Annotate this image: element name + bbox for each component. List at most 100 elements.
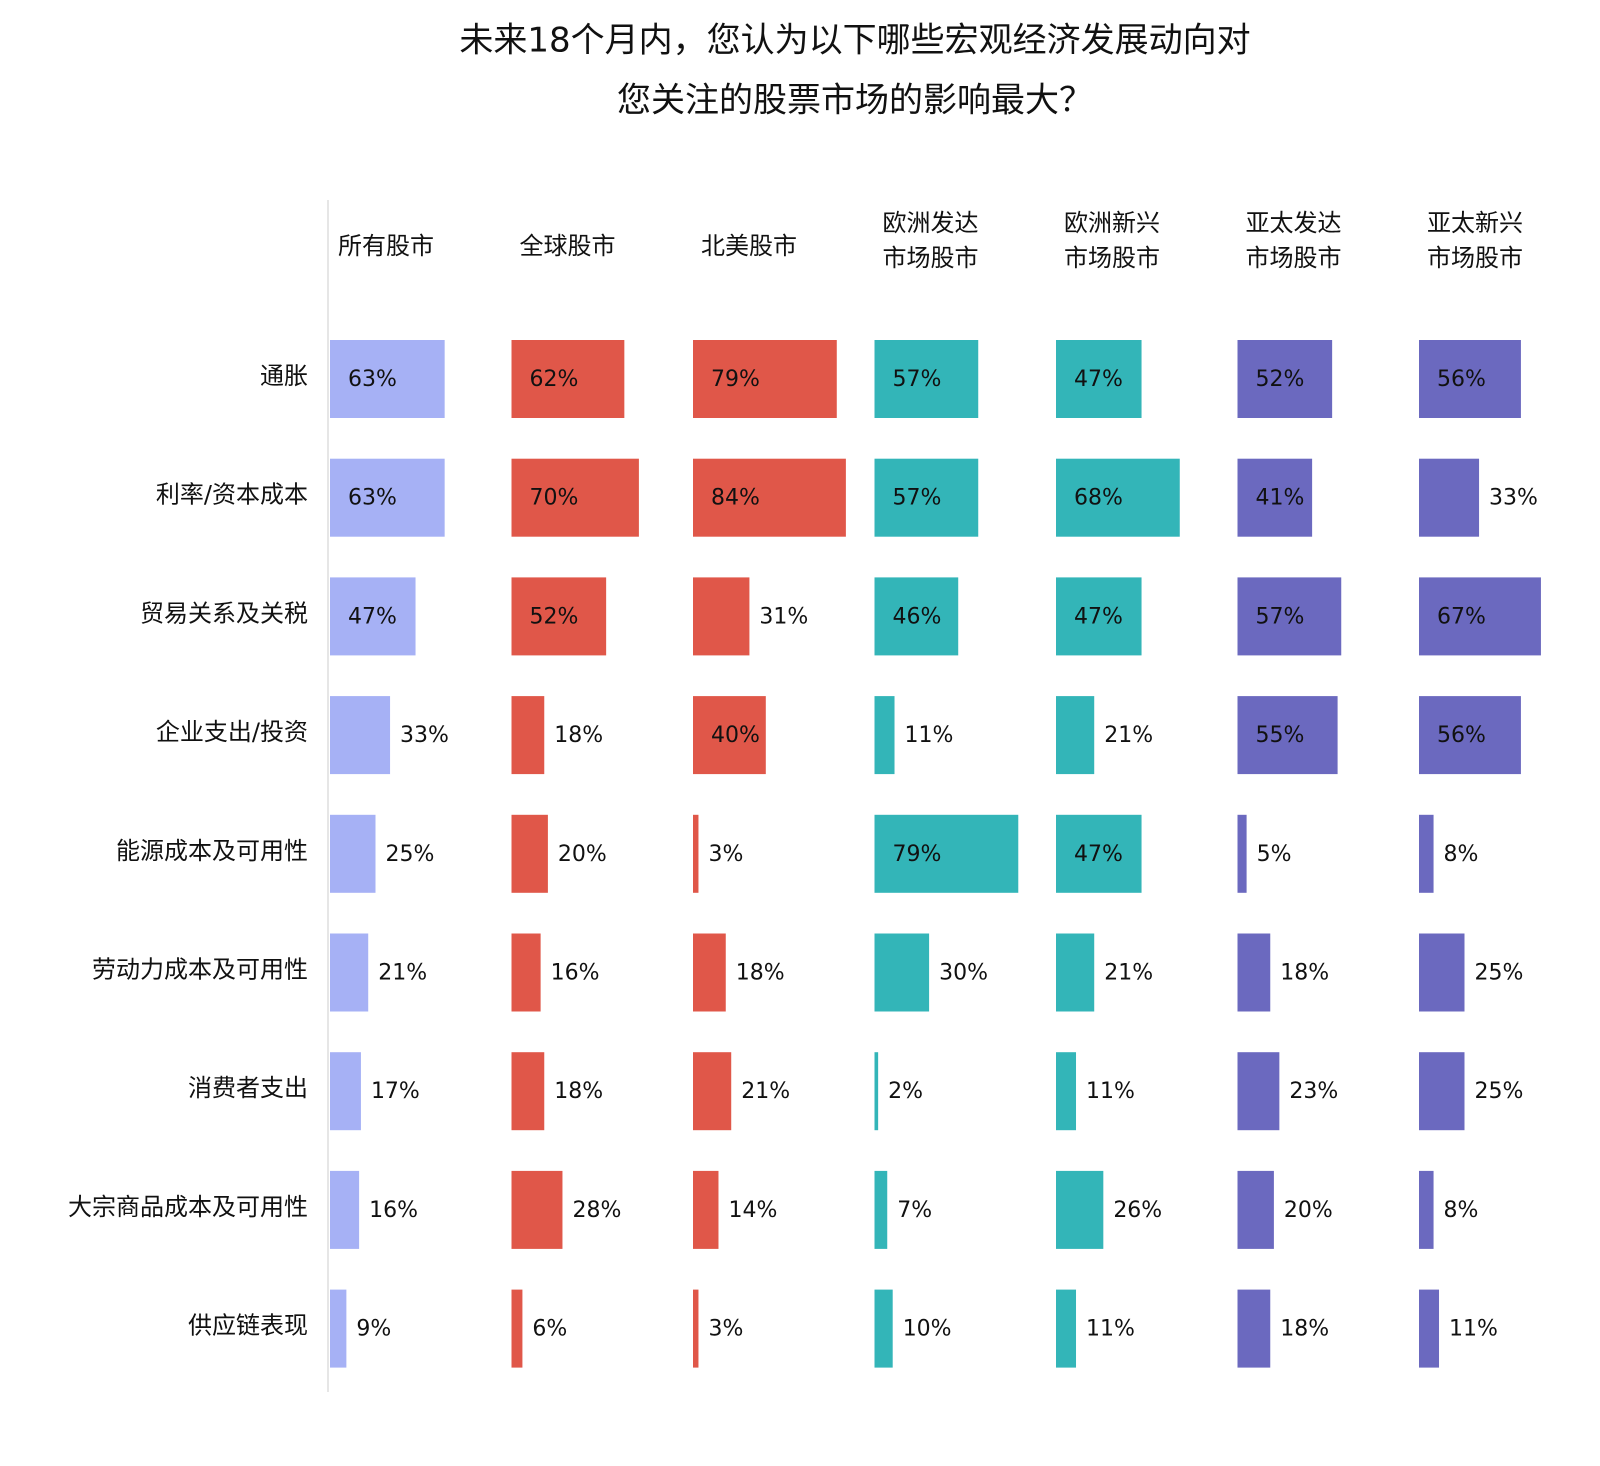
bar bbox=[693, 458, 846, 537]
bar bbox=[1056, 1170, 1104, 1249]
row-label: 企业支出/投资 bbox=[156, 718, 308, 746]
bar bbox=[1237, 814, 1247, 893]
bar bbox=[693, 696, 766, 775]
data-label: 10% bbox=[903, 1317, 952, 1342]
data-label: 28% bbox=[572, 1198, 621, 1223]
bar bbox=[330, 814, 376, 893]
data-label: 47% bbox=[348, 604, 397, 629]
data-label: 33% bbox=[1489, 486, 1538, 511]
data-label: 57% bbox=[893, 367, 942, 392]
data-label: 7% bbox=[897, 1198, 932, 1223]
data-label: 79% bbox=[711, 367, 760, 392]
bar bbox=[693, 1170, 719, 1249]
bar bbox=[1419, 458, 1480, 537]
data-label: 68% bbox=[1074, 486, 1123, 511]
bar bbox=[511, 1289, 523, 1368]
data-label: 21% bbox=[1104, 961, 1153, 986]
data-label: 63% bbox=[348, 367, 397, 392]
data-label: 30% bbox=[939, 961, 988, 986]
bar bbox=[511, 1052, 545, 1131]
bar bbox=[511, 1170, 563, 1249]
bar bbox=[693, 933, 726, 1012]
data-label: 9% bbox=[356, 1317, 391, 1342]
data-label: 46% bbox=[893, 604, 942, 629]
data-label: 17% bbox=[371, 1079, 420, 1104]
bar bbox=[874, 1052, 879, 1131]
bar bbox=[330, 933, 369, 1012]
bar bbox=[693, 340, 837, 418]
series-header: 亚太新兴 市场股市 bbox=[1427, 209, 1523, 272]
bar bbox=[1056, 577, 1142, 656]
bar bbox=[1237, 1052, 1280, 1131]
bar bbox=[693, 814, 699, 893]
bar bbox=[693, 577, 750, 656]
bar bbox=[1419, 1289, 1440, 1368]
data-label: 56% bbox=[1437, 367, 1486, 392]
data-label: 57% bbox=[1256, 604, 1305, 629]
data-label: 11% bbox=[1449, 1317, 1498, 1342]
data-label: 55% bbox=[1256, 723, 1305, 748]
bar bbox=[1237, 577, 1342, 656]
bar bbox=[1056, 933, 1095, 1012]
data-label: 18% bbox=[1280, 961, 1329, 986]
data-label: 18% bbox=[554, 723, 603, 748]
bar bbox=[1056, 696, 1095, 775]
data-label: 21% bbox=[741, 1079, 790, 1104]
bar bbox=[1237, 1289, 1271, 1368]
bar bbox=[1056, 458, 1180, 537]
data-label: 79% bbox=[893, 842, 942, 867]
data-label: 8% bbox=[1444, 842, 1479, 867]
data-label: 63% bbox=[348, 486, 397, 511]
bar bbox=[1419, 1170, 1434, 1249]
bar bbox=[330, 696, 391, 775]
data-label: 41% bbox=[1256, 486, 1305, 511]
bar bbox=[511, 814, 548, 893]
bar bbox=[693, 1052, 732, 1131]
data-label: 6% bbox=[532, 1317, 567, 1342]
bar bbox=[511, 458, 639, 537]
bar bbox=[1237, 1170, 1274, 1249]
bar bbox=[1419, 814, 1434, 893]
bar bbox=[330, 1052, 361, 1131]
bar bbox=[511, 933, 541, 1012]
data-label: 84% bbox=[711, 486, 760, 511]
data-label: 25% bbox=[386, 842, 435, 867]
row-label: 利率/资本成本 bbox=[156, 481, 308, 509]
data-label: 21% bbox=[1104, 723, 1153, 748]
bar bbox=[1056, 1052, 1077, 1131]
data-label: 31% bbox=[759, 604, 808, 629]
row-label: 贸易关系及关税 bbox=[140, 599, 308, 627]
bar bbox=[330, 1289, 347, 1368]
bar bbox=[330, 340, 445, 418]
bar bbox=[693, 1289, 699, 1368]
bar bbox=[330, 577, 416, 656]
data-label: 20% bbox=[558, 842, 607, 867]
series-header: 北美股市 bbox=[701, 232, 797, 260]
bar bbox=[511, 577, 607, 656]
data-label: 67% bbox=[1437, 604, 1486, 629]
bar bbox=[330, 458, 445, 537]
data-label: 16% bbox=[369, 1198, 418, 1223]
bar bbox=[874, 814, 1019, 893]
row-label: 通胀 bbox=[260, 362, 308, 390]
data-label: 11% bbox=[1086, 1317, 1135, 1342]
data-label: 20% bbox=[1284, 1198, 1333, 1223]
bar bbox=[1056, 340, 1142, 418]
bar bbox=[1419, 577, 1541, 656]
series-header: 所有股市 bbox=[338, 232, 434, 260]
bar bbox=[1419, 1052, 1465, 1131]
series-header: 欧洲新兴 市场股市 bbox=[1064, 209, 1160, 272]
row-label: 供应链表现 bbox=[188, 1312, 308, 1340]
data-label: 40% bbox=[711, 723, 760, 748]
data-label: 57% bbox=[893, 486, 942, 511]
bar bbox=[1056, 814, 1142, 893]
bar bbox=[1419, 696, 1521, 775]
data-label: 47% bbox=[1074, 604, 1123, 629]
data-label: 23% bbox=[1289, 1079, 1338, 1104]
data-label: 33% bbox=[400, 723, 449, 748]
data-label: 11% bbox=[905, 723, 954, 748]
bar bbox=[1237, 933, 1271, 1012]
bar bbox=[1056, 1289, 1077, 1368]
